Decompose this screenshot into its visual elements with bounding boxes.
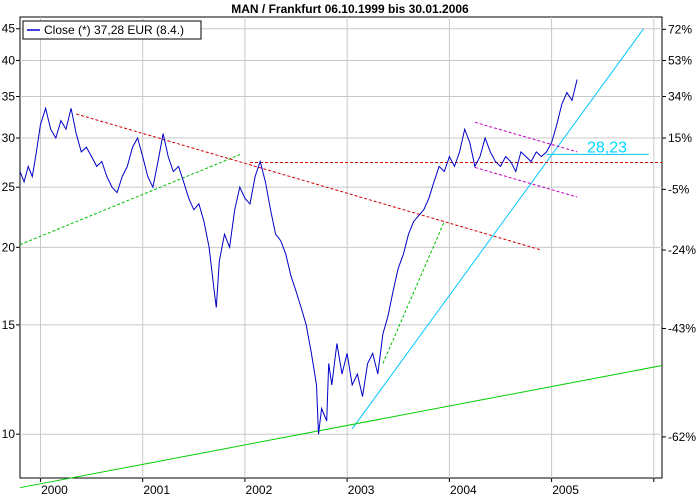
legend-frame	[22, 20, 202, 40]
series-layer	[19, 79, 578, 435]
tick-label-left: 30	[2, 131, 16, 145]
tick-label-right: -62%	[668, 430, 696, 444]
trendline	[19, 365, 663, 489]
tick-label-left: 35	[2, 89, 16, 103]
trendline	[19, 154, 240, 246]
tick-label-right: 72%	[668, 22, 692, 36]
tick-label-x: 2000	[41, 483, 68, 497]
tick-label-right: 15%	[668, 131, 692, 145]
grid	[20, 17, 662, 478]
tick-label-left: 10	[2, 427, 16, 441]
tick-label-right: -24%	[668, 243, 696, 257]
trendline	[76, 113, 542, 251]
tick-label-left: 20	[2, 240, 16, 254]
axes: 10 15 20 25 30 35 40 45 72% 53% 34% 15% -5% -24% -43% -…	[2, 22, 697, 497]
annotation-value: 28,23	[587, 139, 627, 156]
tick-label-x: 2004	[450, 483, 477, 497]
trendline	[351, 28, 645, 430]
chart-title: MAN / Frankfurt 06.10.1999 bis 30.01.200…	[231, 2, 469, 16]
series-line	[19, 79, 578, 435]
tick-label-left: 40	[2, 53, 16, 67]
tick-label-right: -5%	[668, 182, 690, 196]
trendline	[474, 121, 578, 153]
trendline	[382, 221, 445, 364]
tick-label-x: 2001	[143, 483, 170, 497]
tick-label-x: 2002	[246, 483, 273, 497]
tick-label-left: 15	[2, 318, 16, 332]
trendlines	[19, 28, 663, 489]
tick-label-right: 34%	[668, 89, 692, 103]
tick-label-x: 2005	[552, 483, 579, 497]
tick-label-left: 45	[2, 22, 16, 36]
tick-label-left: 25	[2, 180, 16, 194]
legend: Close (*) 37,28 EUR (8.4.)	[22, 20, 202, 40]
tick-label-right: 53%	[668, 53, 692, 67]
tick-label-x: 2003	[348, 483, 375, 497]
tick-label-right: -43%	[668, 322, 696, 336]
trendline	[474, 166, 578, 198]
legend-label: Close (*) 37,28 EUR (8.4.)	[44, 23, 184, 37]
